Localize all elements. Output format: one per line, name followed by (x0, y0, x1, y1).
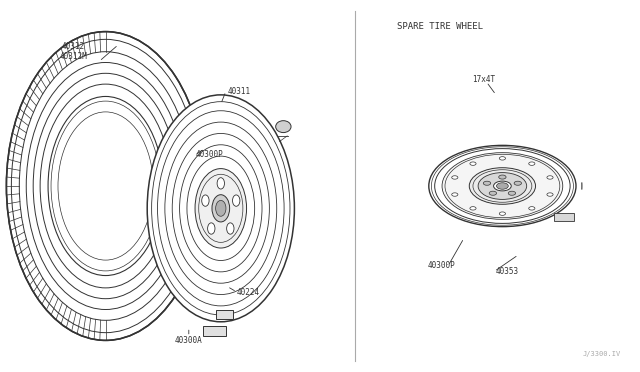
Bar (216, 310, 234, 320)
Ellipse shape (497, 183, 508, 189)
Ellipse shape (529, 162, 535, 165)
Ellipse shape (499, 175, 506, 179)
Ellipse shape (547, 193, 553, 196)
Ellipse shape (452, 193, 458, 196)
Ellipse shape (470, 207, 476, 210)
Text: 40300P: 40300P (428, 262, 456, 270)
Text: 40311: 40311 (227, 87, 250, 96)
Ellipse shape (470, 162, 476, 165)
FancyBboxPatch shape (554, 213, 574, 221)
Ellipse shape (499, 212, 506, 215)
Text: 40353: 40353 (496, 267, 519, 276)
Ellipse shape (195, 169, 246, 248)
Ellipse shape (483, 181, 491, 185)
Bar (204, 326, 227, 336)
Text: 40312
40312M: 40312 40312M (60, 42, 88, 61)
Ellipse shape (276, 121, 291, 132)
Ellipse shape (232, 195, 240, 206)
Ellipse shape (48, 96, 163, 276)
Text: 40224: 40224 (237, 288, 260, 296)
Text: J/3300.IV: J/3300.IV (582, 351, 621, 357)
Ellipse shape (207, 223, 215, 234)
Ellipse shape (227, 223, 234, 234)
Text: 40300P: 40300P (195, 150, 223, 159)
Text: SPARE TIRE WHEEL: SPARE TIRE WHEEL (397, 22, 483, 31)
Ellipse shape (217, 178, 225, 189)
Ellipse shape (442, 153, 563, 219)
Ellipse shape (493, 181, 511, 191)
Ellipse shape (499, 157, 506, 160)
Ellipse shape (529, 207, 535, 210)
Ellipse shape (478, 173, 527, 199)
Ellipse shape (6, 32, 205, 340)
Text: 17x4T: 17x4T (472, 76, 495, 84)
Ellipse shape (147, 95, 294, 322)
Ellipse shape (489, 191, 497, 195)
Ellipse shape (469, 168, 536, 204)
Ellipse shape (216, 201, 226, 216)
Ellipse shape (452, 176, 458, 179)
Ellipse shape (508, 191, 516, 195)
Ellipse shape (547, 176, 553, 179)
Ellipse shape (212, 195, 230, 222)
Text: 40300A: 40300A (175, 336, 203, 345)
Ellipse shape (202, 195, 209, 206)
Ellipse shape (429, 145, 576, 227)
Ellipse shape (514, 181, 522, 185)
